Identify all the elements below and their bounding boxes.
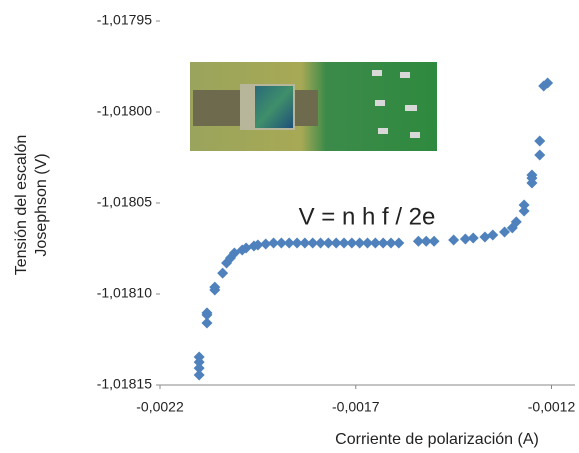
point — [217, 268, 228, 279]
point — [519, 200, 530, 211]
x-tick-label: -0,0012 — [528, 399, 576, 415]
point — [534, 149, 545, 160]
y-axis-label-line: Josephson (V) — [33, 153, 50, 256]
point — [534, 135, 545, 146]
y-tick-label: -1,01795 — [97, 12, 152, 28]
point — [487, 230, 498, 241]
y-axis-label: Tensión del escalón Josephson (V) — [13, 135, 50, 276]
point — [201, 307, 212, 318]
y-tick-label: -1,01815 — [97, 376, 152, 392]
point — [479, 232, 490, 243]
y-tick-label: -1,01805 — [97, 194, 152, 210]
x-tick-label: -0,0017 — [332, 399, 380, 415]
y-tick-label: -1,01810 — [97, 285, 152, 301]
photo — [190, 62, 437, 151]
point — [448, 234, 459, 245]
point — [468, 232, 479, 243]
y-axis-label-line: Tensión del escalón — [13, 135, 30, 276]
annotation: V = n h f / 2e — [299, 203, 436, 230]
y-tick-label: -1,01800 — [97, 103, 152, 119]
chart: V = n h f / 2e Corriente de polarización… — [0, 0, 579, 453]
x-axis-label: Corriente de polarización (A) — [335, 431, 539, 448]
x-tick-label: -0,0022 — [136, 399, 184, 415]
point — [429, 236, 440, 247]
point — [393, 238, 404, 249]
